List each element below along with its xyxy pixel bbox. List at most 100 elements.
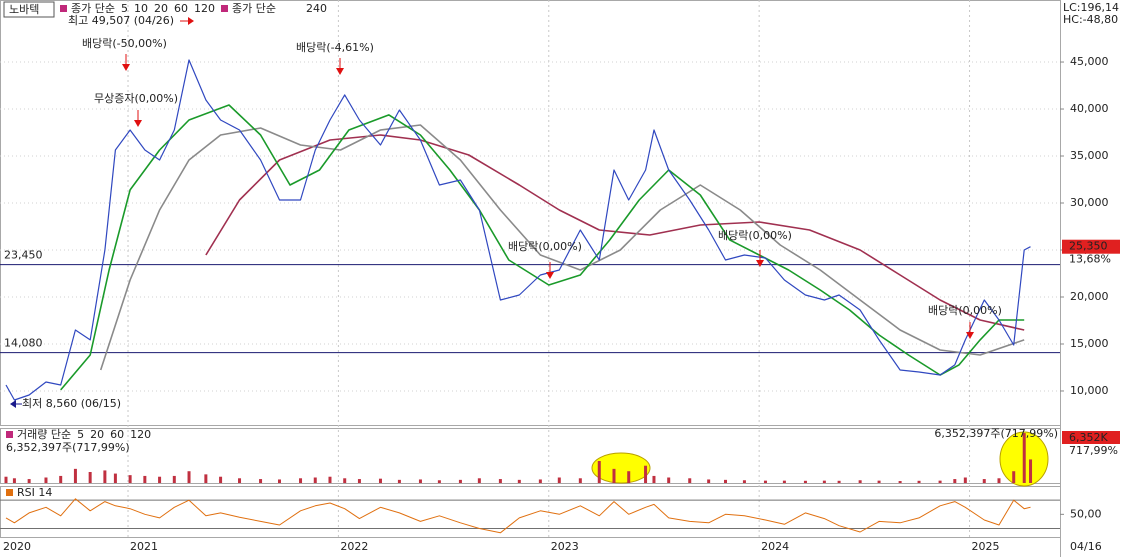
hc-label: HC:-48,80 [1063, 13, 1118, 26]
volume-bar [498, 479, 502, 483]
x-tick-label: 2023 [551, 540, 579, 553]
volume-bar [88, 472, 92, 483]
volume-bar [143, 475, 147, 483]
x-start-label: 2020 [3, 540, 31, 553]
data-line [99, 124, 1025, 371]
volume-bar [259, 479, 263, 483]
y-tick-label: 45,000 [1070, 55, 1109, 68]
volume-bar [667, 477, 671, 483]
legend-item: 5 [77, 428, 84, 441]
legend-item: 60 [110, 428, 124, 441]
volume-bar [397, 479, 401, 483]
volume-bar [343, 478, 347, 483]
volume-bar [707, 479, 711, 483]
volume-bar [187, 471, 191, 483]
x-tick-label: 2021 [130, 540, 158, 553]
volume-bar [517, 479, 521, 483]
volume-bar [12, 478, 16, 483]
volume-label: 6,352,397주(717,99%) [6, 441, 130, 454]
reference-label: 14,080 [4, 337, 43, 350]
legend-item: 20 [90, 428, 104, 441]
annotation-arrowhead [966, 332, 974, 339]
volume-bar [328, 476, 332, 483]
annotation: 최저 8,560 (06/15) [22, 397, 121, 410]
annotation: 배당락(-4,61%) [296, 41, 374, 54]
y-tick-label: 10,000 [1070, 384, 1109, 397]
y-tick-label: 20,000 [1070, 290, 1109, 303]
volume-bar [538, 479, 542, 483]
last-value-box [1062, 239, 1120, 254]
legend-item: 120 [194, 2, 215, 15]
volume-bar [627, 471, 631, 483]
annotation-arrowhead [188, 17, 194, 25]
volume-bar [219, 476, 223, 483]
volume-bar [578, 478, 582, 483]
annotation-arrowhead [10, 400, 16, 408]
x-tick-label: 2024 [761, 540, 789, 553]
volume-bar [172, 475, 176, 483]
volume-bar [938, 480, 942, 483]
volume-bar [612, 468, 616, 483]
volume-bar [997, 478, 1001, 483]
annotation: 배당락(0,00%) [508, 240, 582, 253]
volume-bar [128, 475, 132, 483]
volume-bar [982, 479, 986, 483]
y-tick-label: 50,00 [1070, 507, 1102, 520]
volume-bar [803, 480, 807, 483]
volume-bar [27, 479, 31, 483]
volume-bar [44, 477, 48, 483]
legend-item: 60 [174, 2, 188, 15]
volume-bar [4, 476, 8, 483]
annotation: 무상증자(0,00%) [94, 92, 178, 105]
legend-swatch [6, 489, 13, 496]
annotation: 배당락(0,00%) [718, 229, 792, 242]
legend-item: 5 [121, 2, 128, 15]
volume-bar [1022, 433, 1026, 483]
annotation-arrowhead [336, 68, 344, 75]
volume-bar [357, 479, 361, 483]
reference-label: 23,450 [4, 249, 43, 262]
last-volume-change: 717,99% [1069, 444, 1118, 457]
y-tick-label: 35,000 [1070, 149, 1109, 162]
annotation: 최고 49,507 (04/26) [68, 14, 174, 27]
legend-swatch [220, 5, 228, 12]
x-tick-label: 2025 [972, 540, 1000, 553]
legend-swatch [60, 5, 67, 12]
annotation-arrowhead [546, 272, 554, 279]
legend-item: 120 [130, 428, 151, 441]
volume-bar [277, 479, 281, 483]
y-tick-label: 15,000 [1070, 337, 1109, 350]
volume-bar [763, 480, 767, 483]
highlight [591, 452, 651, 484]
volume-bar [877, 480, 881, 483]
volume-label: 6,352,397주(717,99%) [934, 427, 1058, 440]
volume-bar [158, 476, 162, 483]
volume-bar [458, 479, 462, 483]
volume-bar [644, 465, 648, 483]
volume-bar [113, 473, 117, 483]
volume-bar [73, 468, 77, 483]
volume-bar [963, 477, 967, 483]
volume-bar [858, 480, 862, 483]
volume-bar [917, 480, 921, 483]
volume-bar [652, 475, 656, 483]
volume-bar [597, 461, 601, 483]
volume-bar [299, 478, 303, 483]
volume-bar [953, 479, 957, 483]
legend-label: 종가 단순 [232, 2, 276, 15]
volume-bar [437, 480, 441, 483]
lc-label: LC:196,14 [1063, 1, 1119, 14]
legend-label: 종가 단순 [71, 2, 115, 15]
annotation-arrowhead [134, 120, 142, 127]
volume-bar [1012, 471, 1016, 483]
volume-bar [313, 477, 317, 483]
data-line [5, 59, 1031, 401]
x-end-label: 04/16 [1070, 540, 1102, 553]
data-line [205, 134, 1025, 331]
annotation-arrowhead [122, 64, 130, 71]
volume-bar [742, 480, 746, 483]
x-tick-label: 2022 [340, 540, 368, 553]
stock-name: 노바텍 [9, 3, 39, 16]
